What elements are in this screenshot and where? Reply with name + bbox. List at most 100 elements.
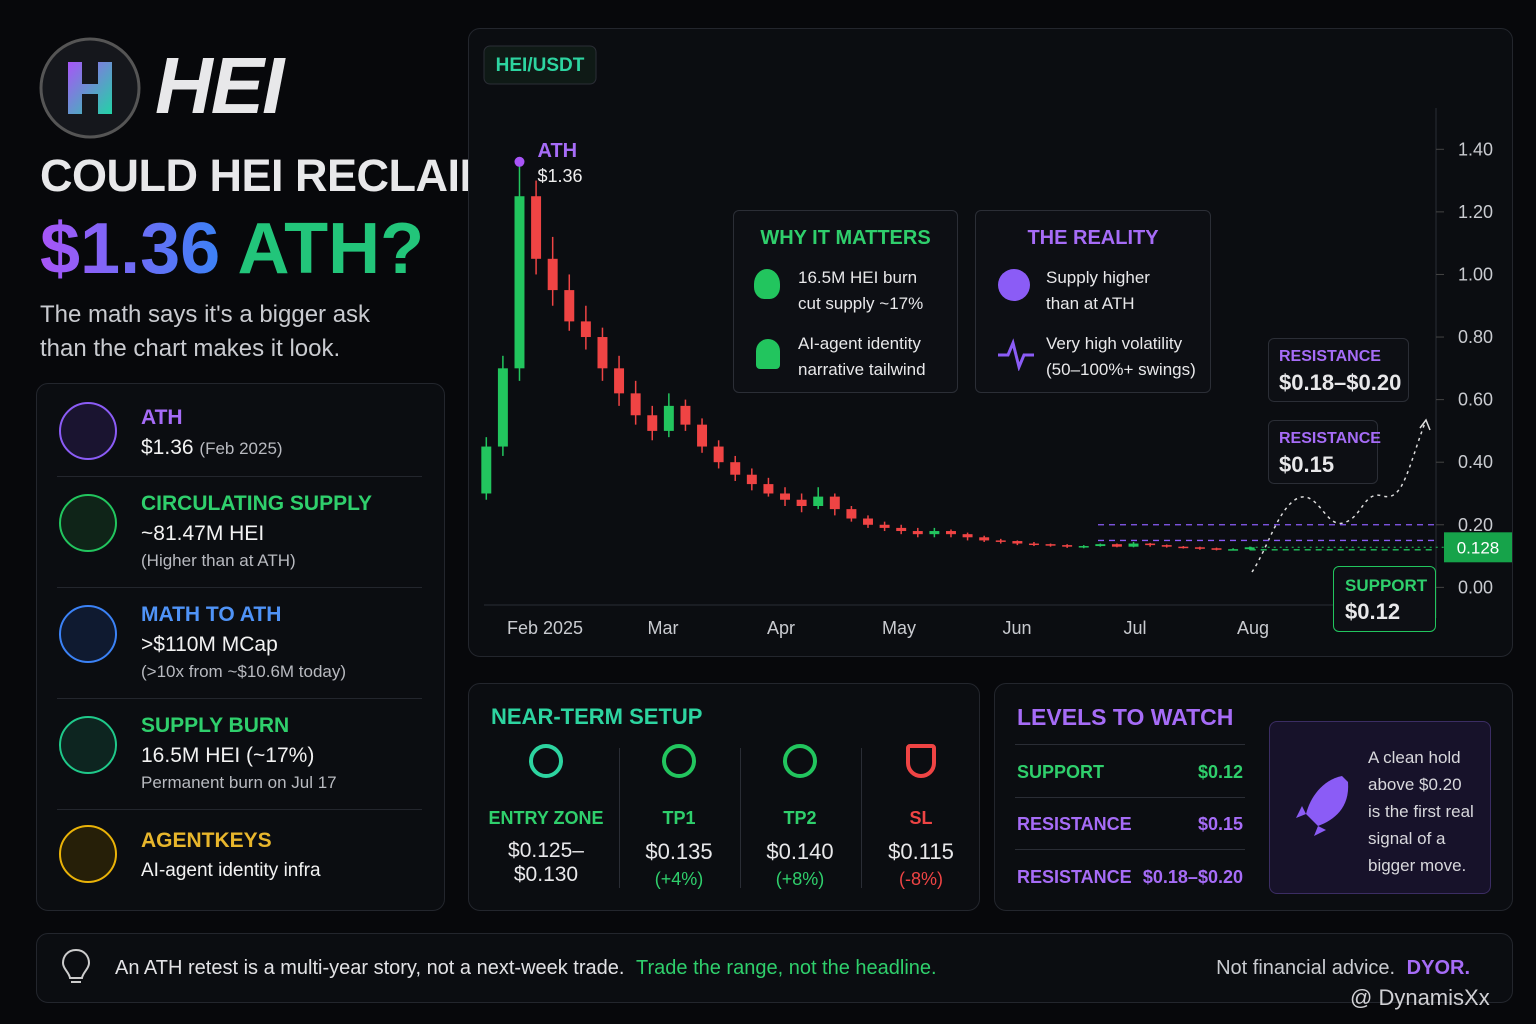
setup-item: ENTRY ZONE $0.125–$0.130 bbox=[486, 734, 606, 887]
fact-label: ATH bbox=[141, 406, 183, 429]
x-tick-label: Aug bbox=[1237, 618, 1269, 638]
icon bbox=[662, 744, 696, 778]
setup-label: TP1 bbox=[662, 808, 696, 828]
setup-value: $0.140 bbox=[766, 839, 834, 864]
candle-body bbox=[730, 462, 741, 475]
divider bbox=[861, 748, 862, 888]
candle-body bbox=[597, 337, 608, 369]
divider bbox=[57, 476, 422, 477]
setup-item: SL $0.115 (-8%) bbox=[861, 734, 981, 890]
candle-body bbox=[1161, 545, 1172, 547]
icon bbox=[1296, 776, 1349, 836]
candle-body bbox=[995, 540, 1006, 542]
divider bbox=[619, 748, 620, 888]
divider bbox=[57, 587, 422, 588]
candle-body bbox=[1128, 543, 1139, 547]
fact-value: ~81.47M HEI bbox=[141, 522, 265, 545]
subtitle: The math says it's a bigger ask than the… bbox=[40, 301, 371, 362]
candle-body bbox=[564, 290, 575, 322]
setup-change: (+8%) bbox=[775, 869, 825, 889]
callout-item: 16.5M HEI burn cut supply ~17% bbox=[798, 268, 924, 313]
disclaimer: Not financial advice. bbox=[1216, 957, 1396, 979]
x-tick-label: Jun bbox=[1002, 618, 1031, 638]
candle-body bbox=[962, 534, 973, 538]
candle-body bbox=[647, 415, 658, 431]
level-value: $0.18–$0.20 bbox=[1142, 867, 1243, 887]
level-row: RESISTANCE $0.18–$0.20 bbox=[1015, 850, 1245, 902]
support-box: SUPPORT $0.12 bbox=[1333, 566, 1436, 632]
candle-body bbox=[663, 405, 674, 431]
candle-body bbox=[1045, 544, 1056, 546]
candle-body bbox=[1111, 544, 1122, 547]
icon bbox=[906, 744, 936, 778]
candle-body bbox=[763, 484, 774, 494]
x-tick-label: Mar bbox=[648, 618, 679, 638]
resistance-box: RESISTANCE $0.18–$0.20 bbox=[1268, 338, 1409, 402]
level-label: RESISTANCE bbox=[1279, 430, 1381, 447]
level-value: $0.12 bbox=[1345, 599, 1401, 624]
callout-item: Supply higher than at ATH bbox=[1046, 268, 1150, 313]
candle-body bbox=[1095, 544, 1106, 547]
setup-label: SL bbox=[909, 808, 933, 828]
footer-right: Not financial advice. DYOR. bbox=[1216, 957, 1470, 980]
level-value: $0.15 bbox=[1197, 814, 1243, 834]
candle-body bbox=[1078, 546, 1089, 548]
candle-body bbox=[680, 405, 691, 425]
fact-value: AI-agent identity infra bbox=[141, 860, 321, 881]
candle-body bbox=[846, 509, 857, 519]
level-label: SUPPORT bbox=[1345, 576, 1428, 595]
fact-label: AGENTKEYS bbox=[141, 829, 272, 852]
candle-body bbox=[796, 499, 807, 506]
logo-icon bbox=[39, 37, 141, 139]
icon bbox=[59, 605, 117, 663]
y-tick-label: 1.40 bbox=[1458, 139, 1493, 159]
setup-change: (-8%) bbox=[899, 869, 943, 889]
divider bbox=[740, 748, 741, 888]
candle-body bbox=[713, 446, 724, 463]
setup-label: TP2 bbox=[783, 808, 817, 828]
footer-line: An ATH retest is a multi-year story, not… bbox=[115, 957, 937, 980]
headline-ath: ATH? bbox=[237, 209, 425, 289]
note-box: A clean hold above $0.20 is the first re… bbox=[1269, 721, 1491, 894]
fact-value: >$110M MCap bbox=[141, 633, 278, 656]
level-name: SUPPORT bbox=[1017, 762, 1105, 782]
icon bbox=[59, 716, 117, 774]
y-tick-label: 1.00 bbox=[1458, 264, 1493, 284]
callout-title: WHY IT MATTERS bbox=[760, 227, 931, 249]
projection-arrow bbox=[1419, 418, 1431, 431]
logo-text: HEI bbox=[155, 41, 284, 130]
candle-body bbox=[879, 524, 890, 528]
fact-value: 16.5M HEI (~17%) bbox=[141, 744, 315, 767]
chart: HEI/USDT 0.00 0.20 0.40 0.60 0.80 1.00 1.20 1.4… bbox=[481, 45, 1512, 638]
candle-body bbox=[481, 446, 492, 494]
candle-body bbox=[1178, 546, 1189, 549]
candle-body bbox=[929, 531, 940, 535]
y-tick-label: 0.00 bbox=[1458, 577, 1493, 597]
callout-title: THE REALITY bbox=[1027, 227, 1159, 249]
y-tick-label: 0.60 bbox=[1458, 390, 1493, 410]
fact-note: (>10x from ~$10.6M today) bbox=[141, 662, 347, 681]
setup-panel: NEAR-TERM SETUP ENTRY ZONE $0.125–$0.130… bbox=[468, 683, 980, 911]
icon bbox=[59, 402, 117, 460]
last-price-label: 0.128 bbox=[1457, 538, 1500, 557]
level-row: RESISTANCE $0.15 bbox=[1015, 797, 1245, 850]
icon bbox=[998, 338, 1034, 371]
candle-body bbox=[829, 496, 840, 510]
resistance-box: RESISTANCE $0.15 bbox=[1268, 420, 1381, 484]
icon bbox=[59, 825, 117, 883]
y-tick-label: 1.20 bbox=[1458, 202, 1493, 222]
setup-value: $0.125–$0.130 bbox=[508, 839, 584, 886]
candle-body bbox=[896, 527, 907, 532]
setup-item: TP2 $0.140 (+8%) bbox=[740, 734, 860, 890]
fact-label: MATH TO ATH bbox=[141, 603, 282, 626]
level-value: $0.15 bbox=[1279, 452, 1335, 477]
last-price-tag bbox=[1444, 532, 1512, 563]
candle-body bbox=[1244, 547, 1255, 550]
candle-body bbox=[912, 531, 923, 535]
x-tick-label: Apr bbox=[767, 618, 795, 638]
x-tick-label: May bbox=[882, 618, 916, 638]
pair: HEI/USDT bbox=[496, 55, 585, 76]
ath-marker bbox=[514, 156, 525, 167]
setup-value: $0.115 bbox=[888, 839, 954, 864]
setup-item: TP1 $0.135 (+4%) bbox=[619, 734, 739, 890]
